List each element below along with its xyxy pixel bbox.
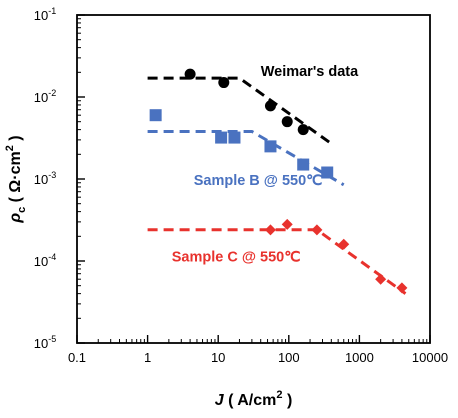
data-point-diamond	[281, 218, 293, 230]
series-label-2: Sample C @ 550℃	[172, 250, 301, 266]
y-tick-label: 10-5	[34, 334, 56, 351]
data-point-circle	[218, 77, 230, 89]
data-point-square	[321, 166, 334, 179]
data-point-circle	[264, 100, 276, 112]
data-point-square	[264, 140, 277, 153]
series-label-1: Sample B @ 550℃	[194, 173, 323, 189]
y-tick-label: 10-1	[34, 6, 56, 23]
data-point-diamond	[264, 224, 276, 236]
y-axis-title: ρc ( Ω·cm2 )	[4, 135, 28, 223]
x-tick-label: 10	[211, 350, 225, 365]
data-point-square	[297, 158, 310, 171]
data-point-diamond	[311, 224, 323, 236]
x-tick-label: 1000	[345, 350, 374, 365]
fit-line-series-0	[147, 76, 333, 145]
y-tick-label: 10-3	[34, 170, 56, 187]
data-point-circle	[281, 116, 293, 128]
x-tick-label: 100	[278, 350, 300, 365]
series-label-0: Weimar's data	[261, 64, 359, 80]
data-point-diamond	[396, 282, 408, 294]
y-tick-label: 10-2	[34, 88, 56, 105]
data-point-square	[215, 131, 228, 144]
fit-line-series-1	[147, 130, 345, 187]
data-point-square	[228, 131, 241, 144]
data-point-square	[149, 109, 162, 122]
data-point-circle	[297, 124, 309, 136]
x-tick-label: 0.1	[68, 350, 86, 365]
x-tick-label: 1	[144, 350, 151, 365]
data-point-diamond	[338, 238, 350, 250]
x-axis-title: J ( A/cm2 )	[215, 389, 293, 409]
y-tick-label: 10-4	[34, 252, 56, 269]
data-point-circle	[184, 68, 196, 80]
data-point-diamond	[375, 273, 387, 285]
x-tick-label: 10000	[412, 350, 448, 365]
